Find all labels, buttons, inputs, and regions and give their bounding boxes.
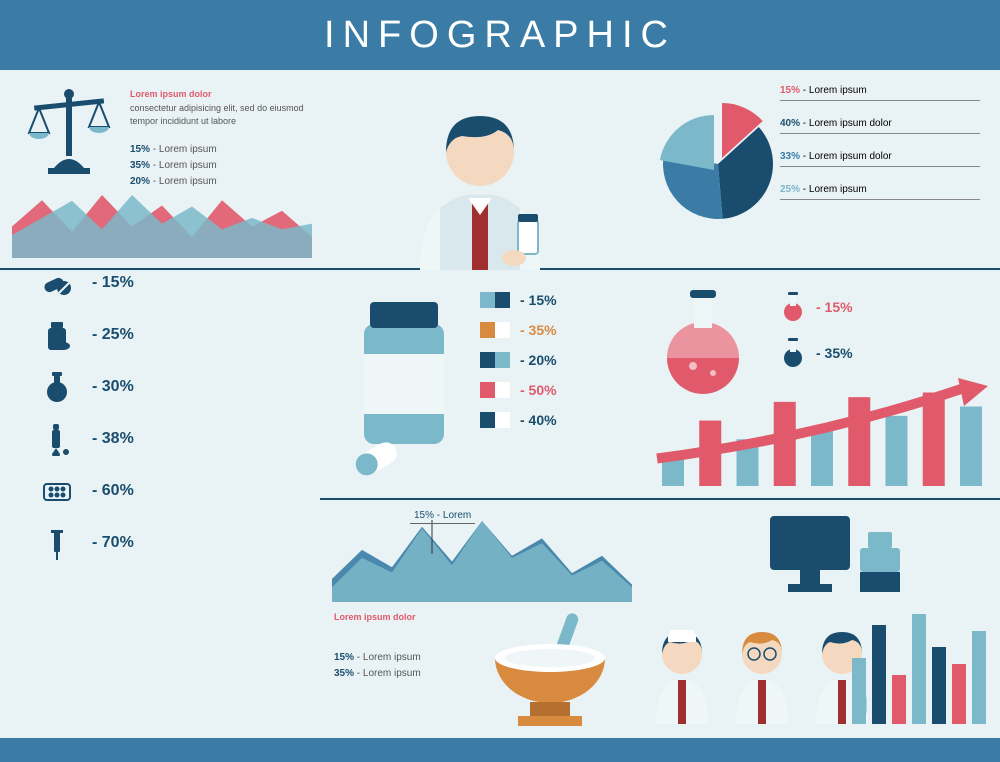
page-title: INFOGRAPHIC xyxy=(324,14,676,57)
panel-pharmacist xyxy=(320,70,640,270)
scales-text: Lorem ipsum dolor consectetur adipisicin… xyxy=(130,88,320,129)
monitor-icon xyxy=(760,508,910,598)
pie-chart xyxy=(658,94,778,244)
pharmacist-icon xyxy=(390,80,570,270)
mortar-icon xyxy=(480,608,620,728)
mortar-heading: Lorem ipsum dolor xyxy=(334,612,416,622)
header: INFOGRAPHIC xyxy=(0,0,1000,70)
scales-stats: 15% - Lorem ipsum35% - Lorem ipsum20% - … xyxy=(130,142,217,190)
panel-staff xyxy=(640,500,1000,738)
scales-icon xyxy=(24,88,114,176)
pill-list: - 15%- 35%- 20%- 50%- 40% xyxy=(480,292,557,442)
area2-caption: 15% - Lorem xyxy=(410,510,475,524)
staff-row xyxy=(650,614,874,724)
panel-scales: Lorem ipsum dolor consectetur adipisicin… xyxy=(0,70,320,270)
bar-chart xyxy=(652,376,992,486)
area-chart-2 xyxy=(332,512,632,602)
mortar-stats: 15% - Lorem ipsum35% - Lorem ipsum xyxy=(334,650,421,682)
flask-stats: - 15%- 35% xyxy=(780,292,853,384)
panel-mortar: 15% - Lorem Lorem ipsum dolor 15% - Lore… xyxy=(320,500,640,738)
bottle-icon xyxy=(344,294,464,484)
panel-icon-list: - 15%- 25%- 30%- 38%- 60%- 70% xyxy=(0,270,320,738)
panel-bottle: - 15%- 35%- 20%- 50%- 40% xyxy=(320,270,640,500)
area-chart-1 xyxy=(12,188,312,258)
mini-bars xyxy=(852,614,986,724)
panel-pie: 15% - Lorem ipsum40% - Lorem ipsum dolor… xyxy=(640,70,1000,270)
footer-bar xyxy=(0,738,1000,762)
pie-labels: 15% - Lorem ipsum40% - Lorem ipsum dolor… xyxy=(780,84,980,216)
panel-growth: - 15%- 35% xyxy=(640,270,1000,500)
icon-list: - 15%- 25%- 30%- 38%- 60%- 70% xyxy=(40,266,134,578)
